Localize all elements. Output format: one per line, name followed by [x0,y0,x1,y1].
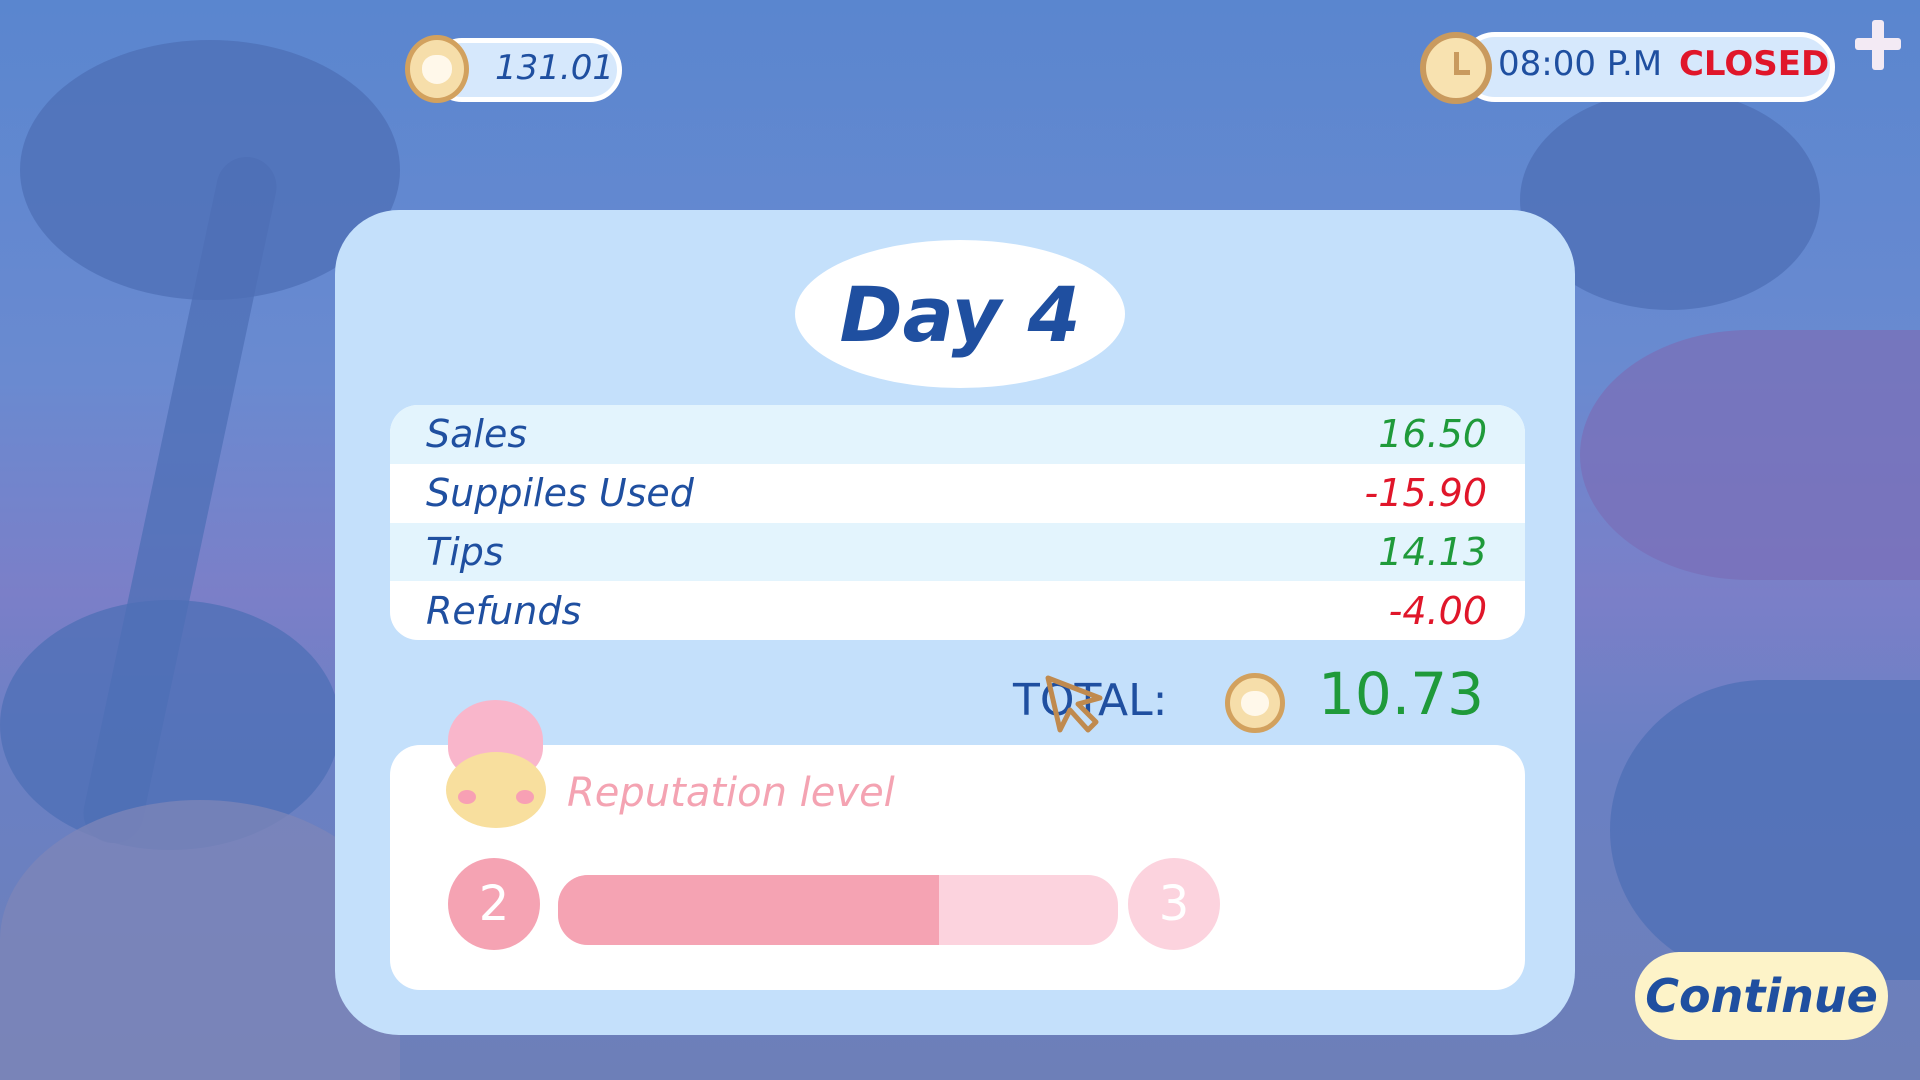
table-row: Suppiles Used -15.90 [390,464,1525,523]
row-value: -15.90 [1364,471,1488,516]
bear-coin-icon [405,35,469,103]
summary-table: Sales 16.50 Suppiles Used -15.90 Tips 14.13… [390,405,1525,640]
row-value: -4.00 [1388,588,1487,633]
cursor-icon [1045,675,1103,733]
row-label: Tips [426,529,504,574]
reputation-card [390,745,1525,990]
coin-balance-value: 131.01 [495,48,614,88]
table-row: Sales 16.50 [390,405,1525,464]
day-title: Day 4 [795,240,1125,388]
clock-icon [1420,32,1492,104]
time-display: 08:00 P.M CLOSED [1498,44,1829,84]
current-level-badge: 2 [448,858,540,950]
sand-left [0,800,400,1080]
bush-right [1610,680,1920,980]
table-row: Refunds -4.00 [390,581,1525,640]
hills-right [1580,330,1920,580]
next-level-badge: 3 [1128,858,1220,950]
time-value: 08:00 P.M [1498,44,1663,84]
row-label: Suppiles Used [426,471,694,516]
bear-coin-icon [1225,673,1285,733]
row-value: 16.50 [1378,412,1487,457]
plus-icon[interactable] [1855,20,1901,70]
total-value: 10.73 [1318,660,1485,728]
cupcake-avatar [438,700,553,830]
time-status [1460,32,1835,102]
row-value: 14.13 [1378,529,1487,574]
continue-button[interactable]: Continue [1635,952,1888,1040]
reputation-progress-fill [558,875,939,945]
row-label: Sales [426,412,528,457]
reputation-progress-bar [558,875,1118,945]
table-row: Tips 14.13 [390,522,1525,582]
row-label: Refunds [426,588,582,633]
shop-status: CLOSED [1678,44,1830,84]
reputation-label: Reputation level [567,770,895,816]
